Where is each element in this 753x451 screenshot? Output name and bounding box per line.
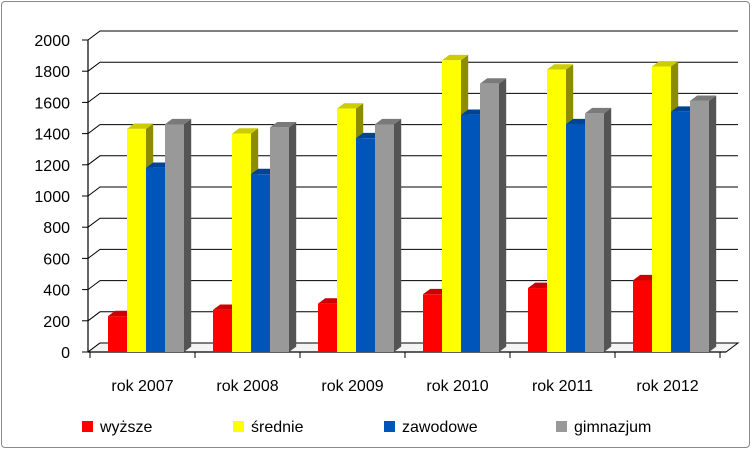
legend-label: gimnazjum [574,419,651,436]
gridline [87,155,738,166]
gridline [87,30,738,41]
bar-front [251,174,270,352]
y-tick-label: 800 [43,220,70,237]
bar [375,118,402,353]
bar-front [146,167,165,352]
bar-front [690,100,709,352]
y-tick-label: 1000 [34,189,70,206]
bar-side [289,121,297,353]
bar-front [671,111,690,352]
bar-front [375,124,394,353]
bar-top [547,64,574,70]
bar-top [442,54,469,61]
bar-front [108,316,127,352]
y-tick-label: 1800 [34,64,70,81]
y-tick-label: 600 [43,251,70,268]
gridline [87,124,738,135]
gridline [87,280,738,291]
bars [108,54,717,353]
legend-item: zawodowe [384,419,478,436]
gridline [87,217,738,228]
bar-front [633,280,652,352]
bar-top [337,103,364,109]
x-tick-label: rok 2008 [216,378,278,395]
bar-front [442,60,461,352]
y-tick-label: 1400 [34,127,70,144]
bar [585,107,612,352]
x-tick-label: rok 2007 [111,378,173,395]
gridline [87,311,738,322]
bar-side [604,107,612,352]
bar-top [690,95,717,101]
legend-swatch [556,421,567,432]
tick-labels: 0 200 400 600 800 1000 1200 1400 1600 1800 2000 rok… [34,33,698,395]
legend-swatch [233,421,244,432]
y-tick-label: 1200 [34,158,70,175]
bar [690,95,717,352]
bar [480,78,507,353]
bar-front [480,83,499,353]
gridline [87,92,738,103]
legend-label: średnie [251,419,304,436]
y-tick-label: 0 [61,345,70,362]
legend-item: średnie [233,419,304,436]
bar-front [652,66,671,353]
bar-top [165,118,192,125]
bar-front [318,303,337,352]
bar-front [547,69,566,352]
bar-top [585,107,612,114]
bar-top [232,128,259,134]
bar [270,121,297,353]
y-tick-label: 2000 [34,33,70,50]
legend-swatch [384,421,395,432]
bar-side [499,78,507,352]
gridline [87,248,738,259]
gridline [87,61,738,72]
bar-front [213,309,232,352]
x-tick-label: rok 2011 [532,378,593,395]
y-tick-label: 200 [43,314,70,331]
bar-top [375,118,402,125]
gridline [87,186,738,197]
bar-top [652,61,679,67]
bar [165,118,192,353]
y-tick-label: 400 [43,283,70,300]
bar-front [165,124,184,353]
bar-front [232,133,251,352]
bar-top [480,78,507,84]
legend-swatch [82,421,93,432]
y-tick-label: 1600 [34,95,70,112]
x-tick-label: rok 2012 [636,378,698,395]
legend-label: wyższe [99,419,153,436]
x-tick-label: rok 2009 [321,378,383,395]
legend-label: zawodowe [402,419,478,436]
bar-front [127,128,146,352]
bar-front [566,124,585,353]
bar-side [709,95,717,352]
bar-side [184,118,192,352]
bar-top [127,123,154,129]
bar-front [585,113,604,352]
bar-front [337,108,356,352]
bar-front [528,288,547,352]
x-tick-label: rok 2010 [426,378,488,395]
bar-front [461,114,480,352]
legend-item: gimnazjum [556,419,651,436]
legend-item: wyższe [82,419,153,436]
legend: wyższe średnie zawodowe gimnazjum [82,419,651,436]
bar-front [270,127,289,352]
bar-front [356,138,375,352]
bar-top [270,121,297,128]
bar-side [394,118,402,352]
bar-front [423,294,442,352]
